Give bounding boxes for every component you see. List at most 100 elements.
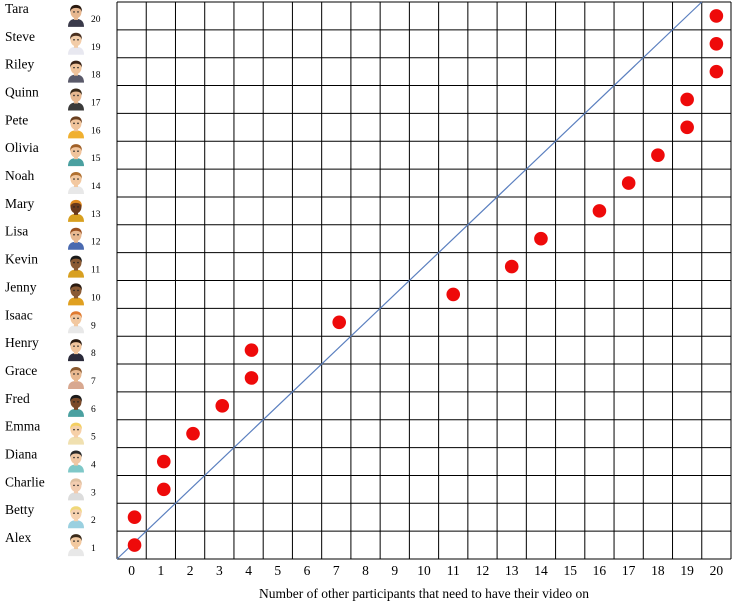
participant-name-riley: Riley: [5, 57, 34, 72]
data-point-kevin: [504, 259, 519, 274]
data-point-pete: [680, 120, 694, 135]
data-point-noah: [621, 176, 636, 190]
data-point-mary: [592, 204, 607, 218]
participant-index-2: 2: [91, 516, 96, 526]
x-tick-label: 2: [187, 563, 194, 578]
data-point-grace: [244, 371, 259, 385]
x-tick-label: 3: [216, 563, 223, 578]
x-tick-label: 6: [304, 563, 311, 578]
x-tick-label: 17: [622, 563, 636, 578]
participant-index-18: 18: [91, 71, 101, 81]
data-point-emma: [186, 426, 200, 441]
participant-name-kevin: Kevin: [5, 252, 38, 267]
participant-name-noah: Noah: [5, 168, 34, 183]
data-point-quinn: [680, 92, 694, 107]
x-tick-label: 0: [128, 563, 135, 578]
participant-name-olivia: Olivia: [5, 140, 39, 155]
participant-index-5: 5: [91, 433, 96, 443]
participant-index-17: 17: [91, 98, 101, 108]
participant-index-11: 11: [91, 266, 100, 276]
participant-index-4: 4: [91, 461, 96, 471]
avatar-alex-icon: [68, 534, 84, 557]
avatar-emma-icon: [68, 422, 84, 445]
avatar-fred-icon: [68, 394, 84, 417]
participant-index-16: 16: [91, 126, 101, 136]
participant-name-emma: Emma: [5, 419, 40, 434]
x-tick-label: 1: [157, 563, 164, 578]
avatar-kevin-icon: [68, 255, 84, 278]
participant-name-grace: Grace: [5, 363, 37, 378]
participant-index-12: 12: [91, 238, 101, 248]
participant-index-7: 7: [91, 377, 96, 387]
participant-name-jenny: Jenny: [5, 279, 37, 294]
avatar-lisa-icon: [68, 227, 84, 250]
participant-name-mary: Mary: [5, 196, 34, 211]
data-point-riley: [709, 64, 724, 79]
avatar-isaac-icon: [68, 311, 84, 334]
participant-name-betty: Betty: [5, 502, 34, 517]
data-point-charlie: [156, 482, 171, 497]
participant-name-steve: Steve: [5, 29, 35, 44]
data-points: [127, 9, 724, 552]
x-tick-label: 18: [651, 563, 665, 578]
participant-name-henry: Henry: [5, 335, 39, 350]
x-tick-label: 10: [417, 563, 431, 578]
x-tick-labels: 0 1 2 3 4 5 6 7 8 9 10 11 12 13 14 15 16 17 18 19 20: [128, 563, 723, 578]
data-point-steve: [709, 36, 724, 51]
x-tick-label: 11: [447, 563, 460, 578]
data-point-olivia: [651, 148, 665, 162]
participant-name-pete: Pete: [5, 112, 28, 127]
x-tick-label: 8: [362, 563, 369, 578]
avatar-riley-icon: [68, 60, 84, 83]
participant-index-13: 13: [91, 210, 101, 220]
participant-name-fred: Fred: [5, 391, 30, 406]
avatar-grace-icon: [68, 366, 84, 389]
data-point-tara: [709, 9, 724, 23]
data-point-lisa: [534, 231, 548, 246]
participant-index-19: 19: [91, 43, 101, 53]
avatar-pete-icon: [68, 116, 84, 139]
participant-name-charlie: Charlie: [5, 474, 45, 489]
participant-name-alex: Alex: [5, 530, 31, 545]
data-point-fred: [215, 399, 230, 413]
participant-index-20: 20: [91, 15, 101, 25]
participant-name-quinn: Quinn: [5, 84, 39, 99]
avatar-noah-icon: [68, 172, 84, 195]
participant-index-6: 6: [91, 405, 96, 415]
avatar-quinn-icon: [68, 88, 84, 111]
data-point-henry: [244, 343, 259, 357]
avatar-charlie-icon: [68, 478, 84, 501]
x-tick-label: 14: [534, 563, 548, 578]
grid: [116, 1, 732, 560]
x-tick-label: 12: [476, 563, 490, 578]
data-point-alex: [127, 538, 142, 552]
participant-index-9: 9: [91, 321, 96, 331]
x-tick-label: 19: [680, 563, 694, 578]
x-tick-label: 4: [245, 563, 252, 578]
data-point-jenny: [446, 287, 461, 302]
x-tick-label: 16: [593, 563, 607, 578]
x-axis-title: Number of other participants that need t…: [259, 586, 589, 601]
x-tick-label: 9: [391, 563, 398, 578]
participant-name-tara: Tara: [5, 1, 29, 16]
participant-name-isaac: Isaac: [5, 307, 33, 322]
avatar-tara-icon: [68, 4, 84, 27]
avatar-olivia-icon: [68, 144, 84, 167]
participant-index-15: 15: [91, 154, 101, 164]
participant-index-1: 1: [91, 544, 96, 554]
avatar-diana-icon: [68, 450, 84, 473]
x-tick-label: 13: [505, 563, 519, 578]
x-tick-label: 5: [274, 563, 281, 578]
participant-index-8: 8: [91, 349, 96, 359]
participant-name-diana: Diana: [5, 447, 37, 462]
reference-diagonal-line: [116, 1, 703, 560]
avatar-mary-icon: [68, 199, 84, 222]
participant-name-lisa: Lisa: [5, 224, 28, 239]
avatar-betty-icon: [68, 506, 84, 529]
x-tick-label: 15: [563, 563, 577, 578]
avatar-jenny-icon: [68, 283, 84, 306]
participant-labels: Alex 1 Betty 2 Charlie 3 Diana 4 Emma 5 Fred 6 Grace…: [5, 1, 101, 557]
participant-index-3: 3: [91, 488, 96, 498]
participant-index-10: 10: [91, 293, 101, 303]
